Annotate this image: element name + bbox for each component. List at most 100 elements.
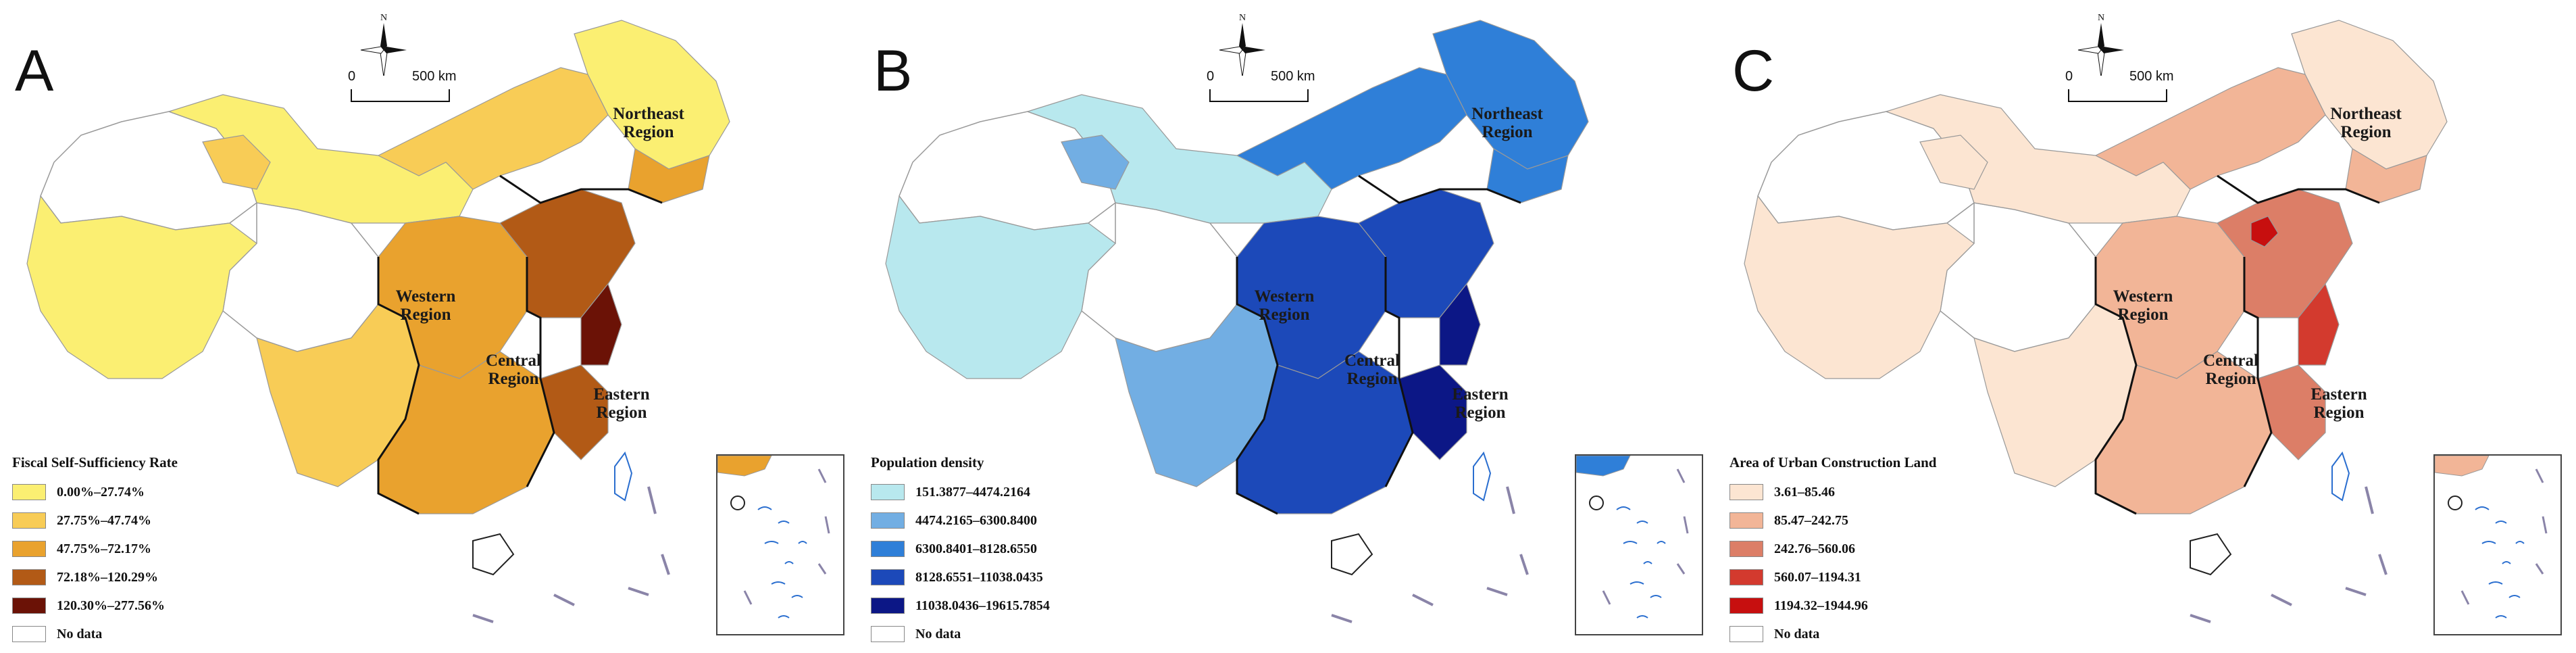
- map-legend: Area of Urban Construction Land 3.61–85.…: [1729, 454, 1973, 648]
- legend-swatch: [1729, 626, 1763, 642]
- panel-letter: A: [15, 39, 54, 103]
- legend-title: Area of Urban Construction Land: [1729, 454, 1937, 470]
- legend-item: 151.3877–4474.2164: [871, 478, 1114, 506]
- legend-item: 120.30%–277.56%: [12, 591, 255, 620]
- region-label-western: Western Region: [1254, 287, 1315, 324]
- scale-bar: 0 500 km: [1207, 69, 1321, 110]
- legend-swatch: [1729, 569, 1763, 585]
- legend-label: 6300.8401–8128.6550: [915, 541, 1037, 556]
- region-label-eastern: Eastern Region: [2310, 385, 2367, 422]
- south-china-sea-inset: [1575, 454, 1703, 635]
- region-label-central: Central Region: [1344, 352, 1400, 388]
- legend-label: 8128.6551–11038.0435: [915, 569, 1043, 585]
- south-sea-islands: [1331, 451, 1529, 623]
- legend-label: 3.61–85.46: [1774, 484, 1835, 500]
- legend-item: 47.75%–72.17%: [12, 535, 255, 563]
- region-label-northeast: Northeast Region: [613, 105, 684, 141]
- legend-title: Fiscal Self-Sufficiency Rate: [12, 454, 178, 470]
- scale-distance: 500 km: [412, 69, 457, 84]
- classed-area-2: [2094, 67, 2427, 514]
- no-data-area: [1757, 111, 2096, 352]
- legend-label: 151.3877–4474.2164: [915, 484, 1030, 500]
- legend-swatch: [12, 598, 46, 614]
- legend-label: 560.07–1194.31: [1774, 569, 1861, 585]
- legend-title: Population density: [871, 454, 984, 470]
- china-choropleth-map: [1744, 20, 2448, 623]
- classed-area-2: [202, 67, 609, 487]
- legend-label: No data: [1774, 626, 1820, 642]
- legend-item: 4474.2165–6300.8400: [871, 506, 1114, 535]
- legend-swatch: [1729, 484, 1763, 500]
- compass-label: N: [2098, 13, 2104, 23]
- legend-label: 11038.0436–19615.7854: [915, 598, 1050, 613]
- no-data-area: [899, 111, 1238, 352]
- legend-swatch: [871, 484, 905, 500]
- map-panel-a: A N 0 500 km Northeast Region Western Re…: [0, 0, 859, 653]
- classed-area-3: [1236, 20, 1589, 203]
- south-china-sea-inset: [716, 454, 844, 635]
- legend-swatch: [12, 569, 46, 585]
- legend-swatch: [12, 541, 46, 557]
- region-boundaries: [1236, 174, 1521, 515]
- classed-area-5: [580, 283, 622, 366]
- legend-label: 1194.32–1944.96: [1774, 598, 1868, 613]
- legend-label: 85.47–242.75: [1774, 512, 1848, 528]
- legend-swatch: [1729, 512, 1763, 529]
- legend-item: 27.75%–47.74%: [12, 506, 255, 535]
- panel-letter: B: [874, 39, 913, 103]
- legend-label: 27.75%–47.74%: [57, 512, 151, 528]
- legend-swatch: [871, 541, 905, 557]
- legend-label: No data: [57, 626, 103, 642]
- region-label-central: Central Region: [486, 352, 541, 388]
- legend-item: 8128.6551–11038.0435: [871, 563, 1114, 591]
- legend-item: 6300.8401–8128.6550: [871, 535, 1114, 563]
- legend-item: No data: [871, 620, 1114, 648]
- region-label-northeast: Northeast Region: [1471, 105, 1543, 141]
- legend-label: 47.75%–72.17%: [57, 541, 151, 556]
- map-legend: Fiscal Self-Sufficiency Rate 0.00%–27.74…: [12, 454, 255, 648]
- scale-distance: 500 km: [1271, 69, 1315, 84]
- south-china-sea-inset: [2433, 454, 2562, 635]
- north-arrow-icon: N: [2074, 11, 2128, 78]
- legend-swatch: [871, 626, 905, 642]
- scale-distance: 500 km: [2129, 69, 2174, 84]
- classed-area-5: [2250, 216, 2279, 247]
- classed-area-1: [26, 20, 730, 379]
- legend-item: 3.61–85.46: [1729, 478, 1973, 506]
- south-sea-islands: [472, 451, 670, 623]
- legend-item: No data: [1729, 620, 1973, 648]
- region-boundaries: [2094, 174, 2380, 515]
- map-panel-b: B N 0 500 km Northeast Region Western Re…: [859, 0, 1717, 653]
- compass-label: N: [380, 13, 387, 23]
- scale-zero: 0: [348, 69, 356, 84]
- classed-area-1: [885, 94, 1332, 379]
- region-label-western: Western Region: [395, 287, 456, 324]
- scale-zero: 0: [1207, 69, 1215, 84]
- legend-item: 242.76–560.06: [1729, 535, 1973, 563]
- legend-label: 0.00%–27.74%: [57, 484, 145, 500]
- region-label-eastern: Eastern Region: [1452, 385, 1509, 422]
- classed-area-5: [1398, 283, 1481, 460]
- region-label-northeast: Northeast Region: [2330, 105, 2402, 141]
- legend-swatch: [1729, 541, 1763, 557]
- classed-area-1: [1744, 20, 2448, 487]
- legend-item: 560.07–1194.31: [1729, 563, 1973, 591]
- legend-swatch: [871, 512, 905, 529]
- legend-swatch: [12, 484, 46, 500]
- legend-swatch: [1729, 598, 1763, 614]
- legend-label: 120.30%–277.56%: [57, 598, 165, 613]
- south-sea-islands: [2190, 451, 2388, 623]
- legend-item: 72.18%–120.29%: [12, 563, 255, 591]
- compass-label: N: [1239, 13, 1246, 23]
- region-label-central: Central Region: [2203, 352, 2258, 388]
- china-choropleth-map: [885, 20, 1589, 623]
- legend-item: 1194.32–1944.96: [1729, 591, 1973, 620]
- scale-bar: 0 500 km: [348, 69, 463, 110]
- legend-label: 72.18%–120.29%: [57, 569, 158, 585]
- china-choropleth-map: [26, 20, 730, 623]
- region-label-western: Western Region: [2113, 287, 2173, 324]
- legend-swatch: [871, 569, 905, 585]
- map-panel-c: C N 0 500 km Northeast Region Western Re…: [1717, 0, 2576, 653]
- legend-swatch: [12, 626, 46, 642]
- panel-letter: C: [1732, 39, 1775, 103]
